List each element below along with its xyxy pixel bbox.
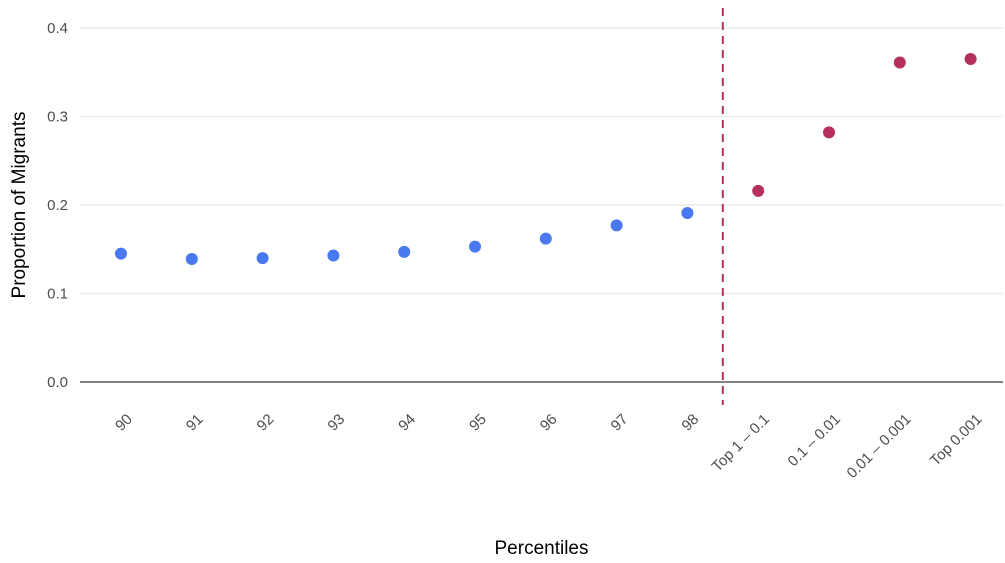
data-point xyxy=(681,206,694,219)
x-tick-label: Top 0.001 xyxy=(927,411,986,470)
x-tick-label: 97 xyxy=(608,411,632,435)
y-tick-label: 0.2 xyxy=(47,197,68,214)
x-tick-label: 0.1 – 0.01 xyxy=(785,411,844,470)
data-point xyxy=(469,240,481,253)
data-point xyxy=(823,126,835,139)
data-point xyxy=(398,245,411,258)
data-points xyxy=(115,52,977,265)
x-tick-label: 93 xyxy=(324,411,348,435)
x-tick-label: 0.01 – 0.001 xyxy=(844,411,915,482)
data-point xyxy=(964,52,977,65)
x-tick-label: 91 xyxy=(183,411,207,435)
y-tick-label: 0.0 xyxy=(47,374,68,391)
data-point xyxy=(752,184,765,197)
y-tick-labels: 0.0 0.1 0.2 0.3 0.4 xyxy=(47,20,68,391)
x-axis-title: Percentiles xyxy=(495,538,589,559)
y-tick-label: 0.1 xyxy=(47,286,68,303)
data-point xyxy=(185,252,198,265)
x-tick-label: 92 xyxy=(254,411,278,435)
data-point xyxy=(115,247,127,260)
data-point xyxy=(256,252,269,265)
x-tick-label: 90 xyxy=(112,411,136,435)
x-tick-label: 95 xyxy=(466,411,490,435)
data-point xyxy=(610,219,623,232)
data-point xyxy=(539,232,552,245)
x-tick-label: 96 xyxy=(537,411,561,435)
y-tick-label: 0.4 xyxy=(47,20,68,37)
x-tick-label: 98 xyxy=(678,411,702,435)
y-tick-label: 0.3 xyxy=(47,109,68,126)
data-point xyxy=(893,56,906,69)
x-tick-label: 94 xyxy=(395,411,419,435)
data-point xyxy=(327,249,340,262)
y-axis-title: Proportion of Migrants xyxy=(9,112,30,299)
x-tick-labels: 90 91 92 93 94 95 96 97 98 Top 1 – 0.1 0.1 – 0.01 0… xyxy=(112,411,985,482)
y-gridlines xyxy=(80,27,1003,295)
x-tick-label: Top 1 – 0.1 xyxy=(709,411,774,476)
